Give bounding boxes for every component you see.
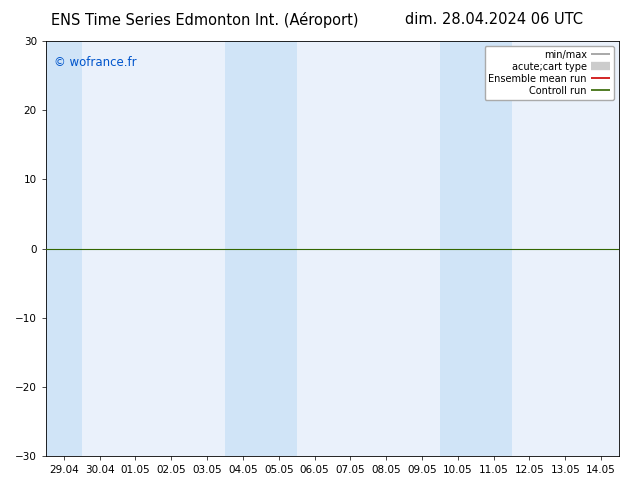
Text: ENS Time Series Edmonton Int. (Aéroport): ENS Time Series Edmonton Int. (Aéroport): [51, 12, 358, 28]
Bar: [46, 41, 82, 456]
Bar: [225, 41, 297, 456]
Legend: min/max, acute;cart type, Ensemble mean run, Controll run: min/max, acute;cart type, Ensemble mean …: [484, 46, 614, 99]
Text: dim. 28.04.2024 06 UTC: dim. 28.04.2024 06 UTC: [405, 12, 583, 27]
Bar: [440, 41, 512, 456]
Text: © wofrance.fr: © wofrance.fr: [55, 55, 137, 69]
